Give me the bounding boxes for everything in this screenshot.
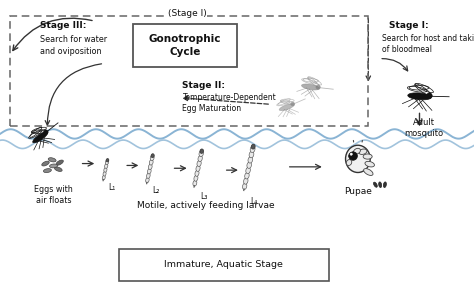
Ellipse shape	[195, 170, 199, 176]
Ellipse shape	[365, 161, 374, 167]
Circle shape	[291, 102, 295, 106]
Ellipse shape	[42, 161, 49, 166]
Text: Stage II:: Stage II:	[182, 81, 226, 90]
FancyBboxPatch shape	[118, 249, 329, 281]
Ellipse shape	[349, 152, 357, 160]
Ellipse shape	[149, 160, 153, 165]
Text: L₄: L₄	[250, 197, 257, 206]
Ellipse shape	[55, 167, 62, 171]
Ellipse shape	[56, 160, 64, 165]
Text: Search for host and taking
of bloodmeal: Search for host and taking of bloodmeal	[382, 34, 474, 54]
Ellipse shape	[248, 157, 253, 163]
Ellipse shape	[199, 151, 203, 157]
Text: Stage I:: Stage I:	[389, 21, 428, 30]
Ellipse shape	[350, 153, 353, 155]
Ellipse shape	[247, 162, 252, 168]
Ellipse shape	[379, 182, 382, 188]
Ellipse shape	[374, 182, 377, 187]
Ellipse shape	[104, 168, 107, 172]
Ellipse shape	[359, 149, 367, 155]
Text: L₃: L₃	[200, 192, 208, 201]
Text: L₁: L₁	[108, 183, 115, 192]
Ellipse shape	[349, 152, 355, 158]
Text: Immature, Aquatic Stage: Immature, Aquatic Stage	[164, 260, 283, 269]
Ellipse shape	[197, 160, 201, 166]
Ellipse shape	[50, 164, 57, 168]
Ellipse shape	[246, 167, 250, 174]
Ellipse shape	[44, 169, 51, 173]
Ellipse shape	[244, 178, 248, 184]
Circle shape	[316, 85, 320, 89]
Ellipse shape	[383, 182, 386, 188]
Ellipse shape	[103, 171, 106, 176]
Text: Stage III:: Stage III:	[40, 21, 87, 30]
Ellipse shape	[363, 154, 372, 159]
Text: Eggs with
air floats: Eggs with air floats	[34, 185, 73, 205]
Ellipse shape	[193, 180, 197, 186]
Ellipse shape	[353, 148, 360, 154]
Text: Pupae: Pupae	[344, 187, 372, 196]
Ellipse shape	[150, 155, 154, 161]
Ellipse shape	[146, 177, 149, 183]
Ellipse shape	[245, 173, 249, 179]
Ellipse shape	[250, 146, 255, 153]
Ellipse shape	[106, 158, 109, 162]
Text: L₂: L₂	[153, 186, 160, 195]
Circle shape	[44, 130, 48, 134]
FancyBboxPatch shape	[133, 24, 237, 67]
Circle shape	[427, 93, 432, 99]
Ellipse shape	[301, 84, 319, 90]
Ellipse shape	[146, 173, 150, 179]
Ellipse shape	[346, 160, 352, 166]
Text: Gonotrophic
Cycle: Gonotrophic Cycle	[149, 34, 221, 57]
Ellipse shape	[408, 93, 431, 100]
Text: Search for water
and oviposition: Search for water and oviposition	[40, 35, 108, 56]
Ellipse shape	[102, 175, 105, 180]
Ellipse shape	[346, 145, 370, 173]
Ellipse shape	[105, 160, 109, 164]
Ellipse shape	[364, 169, 373, 175]
Ellipse shape	[147, 169, 151, 174]
Ellipse shape	[148, 164, 152, 169]
Ellipse shape	[48, 158, 56, 162]
Ellipse shape	[151, 154, 154, 158]
Ellipse shape	[33, 132, 48, 143]
Bar	[10, 16, 368, 126]
Ellipse shape	[279, 104, 294, 111]
Ellipse shape	[200, 149, 203, 153]
Text: (Stage I): (Stage I)	[168, 9, 207, 18]
Ellipse shape	[196, 166, 200, 171]
Ellipse shape	[249, 151, 254, 158]
Text: Motile, actively feeding larvae: Motile, actively feeding larvae	[137, 201, 275, 210]
Text: Temperature-Dependent
Egg Maturation: Temperature-Dependent Egg Maturation	[182, 93, 276, 113]
Ellipse shape	[243, 183, 247, 190]
Ellipse shape	[194, 175, 198, 181]
Ellipse shape	[105, 164, 108, 168]
Ellipse shape	[198, 156, 202, 162]
Ellipse shape	[251, 144, 255, 149]
Text: Adult
mosquito: Adult mosquito	[405, 118, 444, 138]
